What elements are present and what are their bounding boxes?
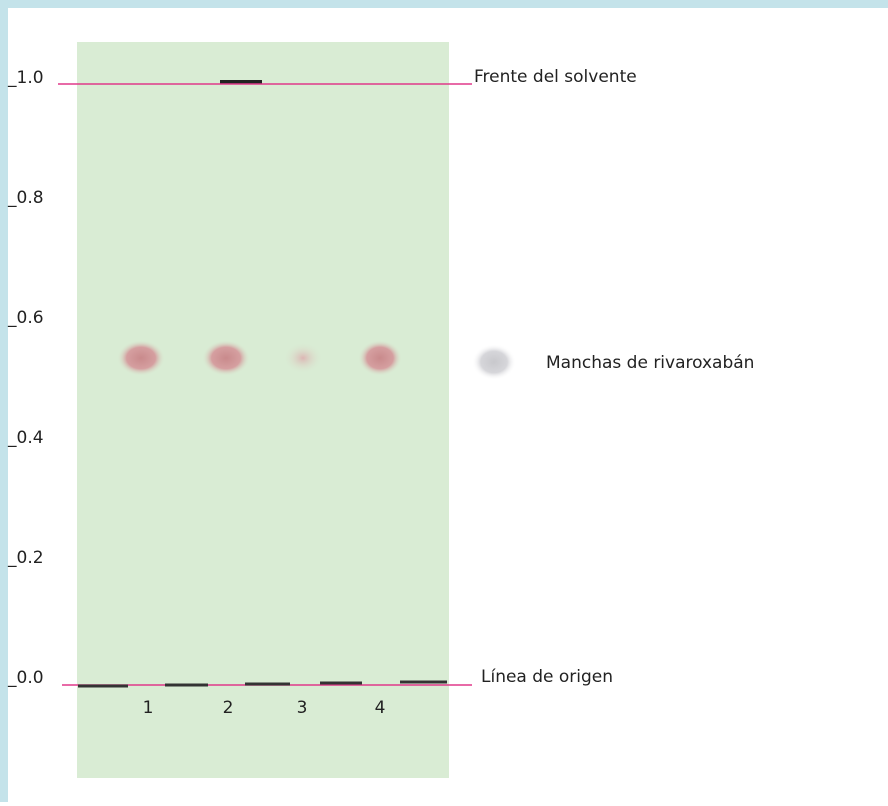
spot — [358, 340, 402, 376]
lane-label: 4 — [375, 698, 386, 718]
spot — [117, 340, 165, 376]
scale-label: _0.2 — [7, 548, 44, 568]
page: _1.0 _0.8 _0.6 _0.4 _0.2 _0.0 Frente del… — [0, 0, 888, 802]
legend-spot — [472, 344, 516, 380]
spot — [202, 340, 250, 376]
annotation: Frente del solvente — [474, 67, 637, 87]
scale-label: _1.0 — [7, 68, 44, 88]
lane-label: 2 — [223, 698, 234, 718]
figure: _1.0 _0.8 _0.6 _0.4 _0.2 _0.0 Frente del… — [0, 0, 888, 802]
scale-label: _0.6 — [7, 308, 44, 328]
tlc-plate — [77, 42, 449, 778]
scale-label: _0.4 — [7, 428, 44, 448]
spot — [283, 342, 323, 374]
annotation: Manchas de rivaroxabán — [546, 353, 754, 373]
scale-label: _0.8 — [7, 188, 44, 208]
annotation: Línea de origen — [481, 667, 613, 687]
lane-label: 3 — [297, 698, 308, 718]
lane-label: 1 — [143, 698, 154, 718]
scale-label: _0.0 — [7, 668, 44, 688]
